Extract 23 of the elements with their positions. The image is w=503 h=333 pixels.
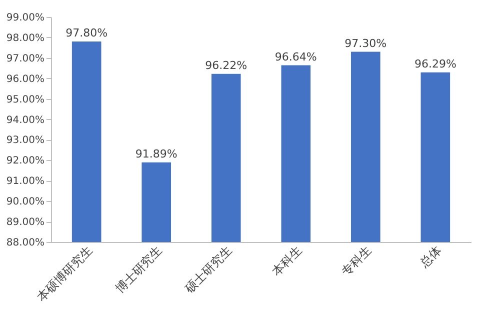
- y-tick-label: 90.00%: [6, 196, 44, 208]
- data-label: 97.80%: [66, 26, 108, 40]
- data-label: 97.30%: [344, 36, 387, 50]
- y-tick-label: 95.00%: [6, 94, 44, 106]
- y-tick-label: 96.00%: [6, 74, 44, 85]
- y-tick-label: 88.00%: [6, 238, 44, 248]
- y-tick-label: 97.00%: [6, 53, 44, 64]
- y-tick-label: 91.00%: [6, 176, 44, 188]
- y-tick-label: 98.00%: [6, 32, 44, 44]
- y-tick-label: 99.00%: [6, 12, 44, 24]
- x-tick-label: 专科生: [338, 243, 374, 278]
- x-tick-label: 总体: [416, 243, 444, 271]
- y-tick-label: 94.00%: [6, 114, 44, 126]
- x-tick-label: 硕士研究生: [182, 243, 235, 296]
- x-tick-label: 本科生: [269, 243, 304, 278]
- data-label: 96.64%: [274, 50, 317, 64]
- y-tick-label: 92.00%: [6, 156, 44, 167]
- data-label: 96.22%: [205, 58, 248, 72]
- y-tick-label: 89.00%: [6, 217, 44, 228]
- y-tick-label: 93.00%: [6, 135, 44, 146]
- data-label: 91.89%: [135, 147, 178, 160]
- data-label: 96.29%: [414, 57, 456, 70]
- x-tick-label: 博士研究生: [112, 243, 165, 296]
